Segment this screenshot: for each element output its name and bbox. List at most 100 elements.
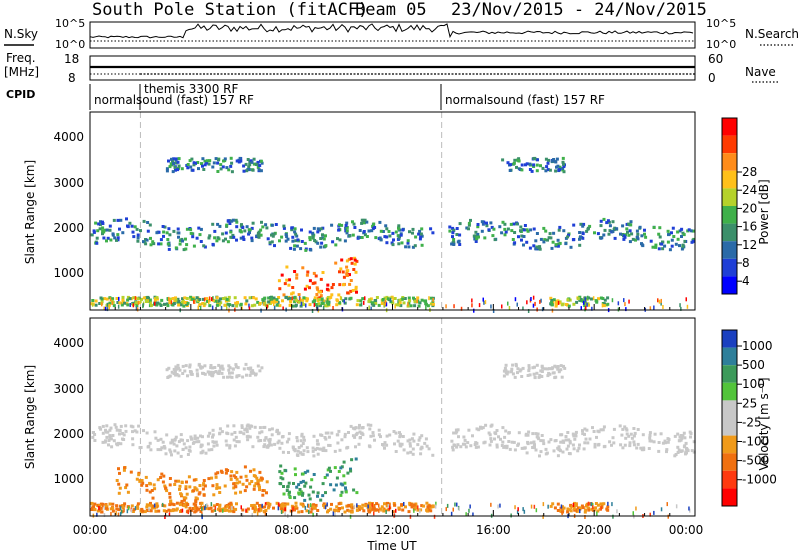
heatmap-cell: [482, 441, 486, 445]
heatmap-cell: [552, 158, 556, 161]
heatmap-cell: [567, 304, 571, 308]
heatmap-cell: [252, 487, 256, 491]
heatmap-cell: [258, 470, 262, 474]
heatmap-cell: [282, 224, 286, 228]
heatmap-cell: [268, 428, 272, 432]
heatmap-cell: [396, 439, 400, 443]
heatmap-cell: [657, 232, 661, 236]
heatmap-cell: [404, 505, 407, 509]
heatmap-speckle: [368, 305, 370, 310]
heatmap-cell: [262, 426, 266, 429]
heatmap-cell: [186, 301, 190, 305]
heatmap-cell: [466, 441, 470, 445]
heatmap-cell: [303, 498, 307, 502]
heatmap-speckle: [154, 301, 156, 306]
heatmap-cell: [588, 224, 592, 228]
heatmap-cell: [199, 443, 203, 447]
heatmap-cell: [503, 233, 507, 237]
heatmap-cell: [115, 507, 119, 511]
heatmap-speckle: [607, 501, 609, 506]
heatmap-cell: [156, 438, 160, 442]
heatmap-cell: [671, 226, 675, 230]
heatmap-cell: [172, 229, 176, 233]
heatmap-speckle: [360, 302, 363, 307]
heatmap-cell: [287, 432, 291, 436]
heatmap-cell: [342, 283, 345, 287]
heatmap-cell: [624, 436, 628, 440]
heatmap-cell: [242, 238, 246, 241]
heatmap-cell: [353, 435, 357, 439]
heatmap-cell: [111, 506, 115, 510]
heatmap-cell: [564, 435, 568, 438]
heatmap-cell: [583, 304, 587, 307]
heatmap-cell: [607, 220, 611, 224]
heatmap-cell: [168, 483, 172, 487]
heatmap-cell: [634, 238, 637, 242]
heatmap-cell: [212, 440, 216, 444]
heatmap-cell: [125, 483, 129, 487]
heatmap-cell: [351, 233, 355, 237]
heatmap-cell: [236, 301, 239, 304]
heatmap-cell: [476, 223, 480, 226]
heatmap-speckle: [332, 511, 335, 516]
heatmap-cell: [108, 224, 112, 228]
heatmap-cell: [149, 509, 153, 513]
heatmap-cell: [587, 508, 591, 512]
heatmap-cell: [242, 169, 246, 173]
heatmap-cell: [330, 293, 334, 297]
heatmap-cell: [346, 504, 350, 508]
heatmap-cell: [319, 294, 323, 298]
heatmap-cell: [212, 493, 216, 497]
heatmap-cell: [229, 230, 233, 234]
heatmap-cell: [159, 242, 163, 246]
heatmap-speckle: [382, 507, 384, 511]
heatmap-cell: [627, 233, 631, 237]
heatmap-cell: [297, 293, 301, 297]
heatmap-cell: [189, 295, 193, 299]
heatmap-cell: [179, 509, 183, 513]
heatmap-cell: [257, 235, 261, 239]
heatmap-cell: [295, 234, 299, 238]
heatmap-cell: [429, 302, 433, 306]
heatmap-cell: [503, 435, 507, 439]
heatmap-cell: [371, 431, 375, 435]
heatmap-cell: [244, 162, 248, 166]
heatmap-cell: [526, 440, 530, 444]
heatmap-cell: [174, 157, 178, 161]
heatmap-cell: [578, 237, 581, 241]
heatmap-cell: [163, 504, 167, 508]
heatmap-cell: [319, 277, 323, 281]
heatmap-cell: [159, 476, 163, 479]
heatmap-cell: [101, 440, 105, 444]
heatmap-cell: [369, 297, 373, 301]
velocity-colorbar-label: Velocity [m s⁻¹]: [757, 377, 771, 470]
heatmap-speckle: [587, 501, 590, 506]
heatmap-cell: [316, 241, 320, 245]
heatmap-cell: [184, 247, 188, 251]
heatmap-cell: [606, 219, 610, 223]
heatmap-cell: [314, 448, 318, 452]
heatmap-cell: [425, 501, 429, 505]
heatmap-cell: [608, 224, 612, 228]
heatmap-cell: [349, 296, 353, 300]
heatmap-cell: [631, 237, 635, 241]
heatmap-cell: [118, 486, 122, 490]
heatmap-speckle: [417, 505, 419, 510]
heatmap-cell: [168, 233, 172, 237]
heatmap-cell: [661, 240, 665, 244]
heatmap-cell: [549, 504, 553, 508]
heatmap-speckle: [409, 514, 412, 519]
heatmap-cell: [555, 302, 558, 306]
heatmap-cell: [407, 296, 411, 300]
heatmap-cell: [590, 297, 593, 301]
heatmap-cell: [301, 493, 304, 497]
heatmap-cell: [676, 237, 680, 241]
heatmap-cell: [593, 442, 597, 446]
heatmap-cell: [350, 458, 354, 462]
heatmap-cell: [657, 449, 661, 453]
heatmap-cell: [173, 165, 177, 169]
heatmap-cell: [319, 304, 322, 308]
heatmap-cell: [295, 276, 299, 280]
heatmap-cell: [371, 507, 375, 511]
heatmap-cell: [189, 228, 193, 232]
